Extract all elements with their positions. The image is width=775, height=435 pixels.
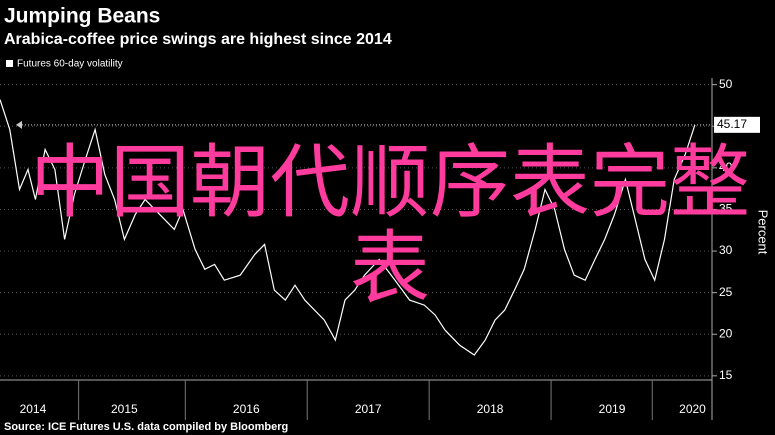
last-value-label: 45.17 xyxy=(717,117,747,131)
last-value-box xyxy=(714,116,760,133)
x-tick-label: 2019 xyxy=(599,402,626,416)
x-tick-label: 2018 xyxy=(477,402,504,416)
data-line xyxy=(0,99,696,356)
x-tick-label: 2015 xyxy=(111,402,138,416)
y-tick-label: 50 xyxy=(719,77,733,91)
y-tick-label: 15 xyxy=(719,368,733,382)
y-tick-label: 30 xyxy=(719,243,733,257)
y-tick-label: 20 xyxy=(719,326,733,340)
x-tick-label: 2016 xyxy=(233,402,260,416)
x-tick-label: 2020 xyxy=(679,402,706,416)
y-tick-label: 40 xyxy=(719,160,733,174)
y-tick-label: 25 xyxy=(719,285,733,299)
legend-swatch xyxy=(6,60,13,67)
legend-label: Futures 60-day volatility xyxy=(17,59,123,70)
last-value-arrow xyxy=(16,120,22,129)
source: Source: ICE Futures U.S. data compiled b… xyxy=(4,421,288,433)
chart-subtitle: Arabica-coffee price swings are highest … xyxy=(4,31,392,48)
y-tick-label: 35 xyxy=(719,202,733,216)
y-axis-title: Percent xyxy=(756,210,771,255)
x-tick-label: 2014 xyxy=(20,402,47,416)
x-tick-label: 2017 xyxy=(355,402,382,416)
chart-title: Jumping Beans xyxy=(4,5,160,28)
